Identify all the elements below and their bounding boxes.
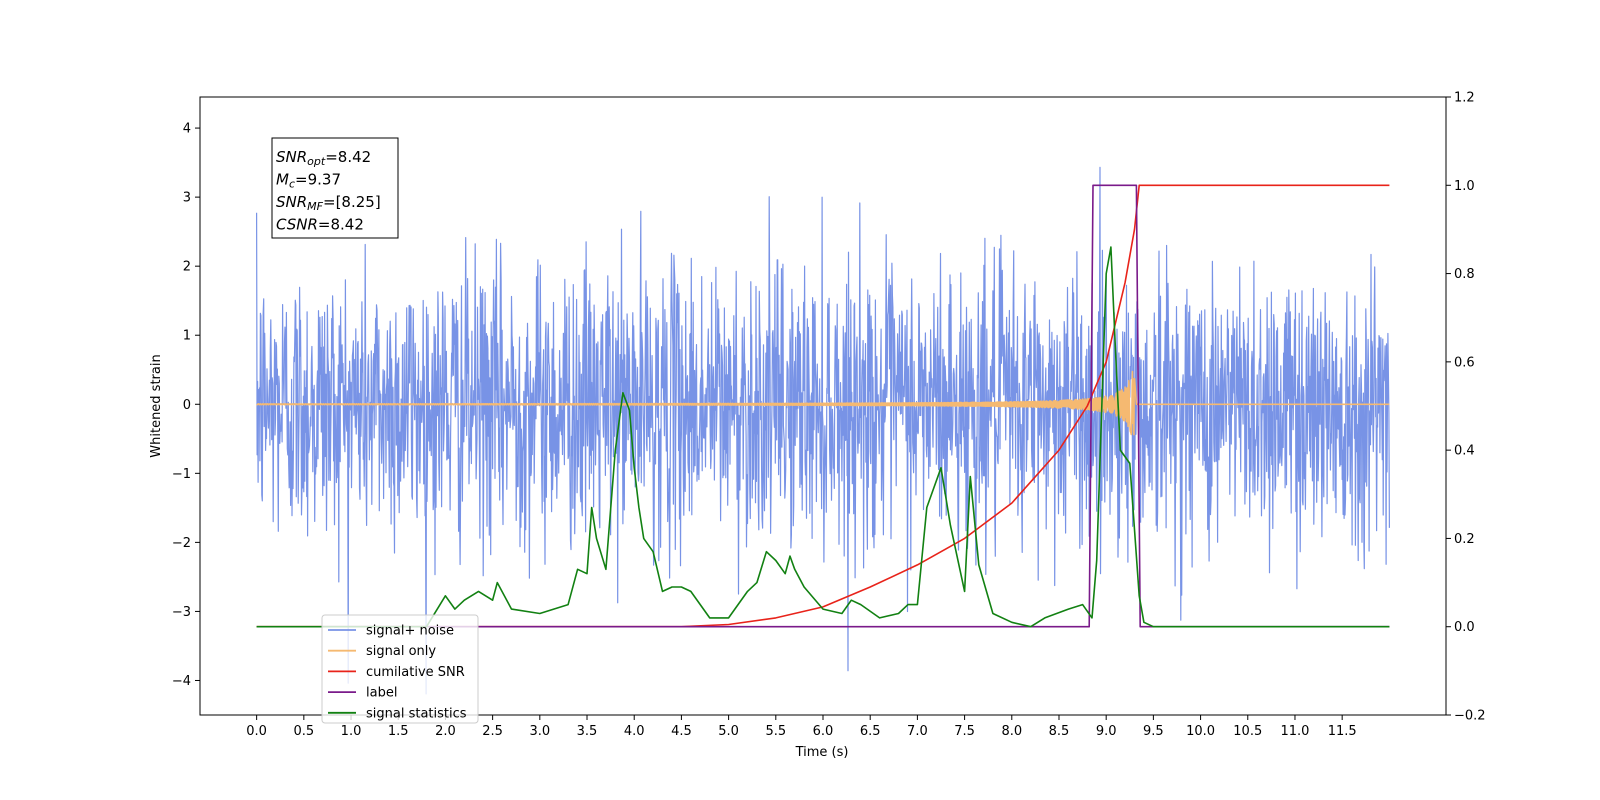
y-tick-label: 2 (183, 260, 191, 275)
y2-tick-label: 0.8 (1454, 267, 1475, 282)
legend-label: signal statistics (366, 706, 467, 721)
legend: signal+ noise signal only cumilative SNR la… (321, 614, 479, 724)
series-line-2 (256, 184, 1390, 628)
x-axis: 0.0 0.5 1.0 1.5 2.0 2.5 3.0 3.5 4.0 4.5 5.0 5.5 6.0 6… (246, 715, 1357, 739)
series-layer (256, 166, 1391, 695)
legend-label: signal only (366, 644, 436, 659)
x-tick-label: 6.5 (860, 724, 881, 739)
y-tick-label: 4 (183, 122, 191, 137)
y-tick-label: −1 (172, 467, 191, 482)
y2-tick-label: −0.2 (1454, 709, 1486, 724)
y-tick-label: −4 (172, 674, 191, 689)
x-tick-label: 9.0 (1096, 724, 1117, 739)
y2-tick-label: 1.2 (1454, 91, 1475, 106)
y2-tick-label: 1.0 (1454, 179, 1475, 194)
stats-box-frame (271, 137, 399, 239)
x-tick-label: 1.0 (341, 724, 362, 739)
series-line-0 (256, 166, 1391, 695)
x-tick-label: 3.0 (529, 724, 550, 739)
legend-label: label (366, 686, 397, 701)
legend-label: cumilative SNR (366, 665, 465, 680)
x-tick-label: 7.0 (907, 724, 928, 739)
x-tick-label: 4.0 (624, 724, 645, 739)
series-line-1 (256, 370, 1390, 436)
x-tick-label: 10.0 (1186, 724, 1215, 739)
y-axis-label: Whitened strain (149, 354, 164, 457)
x-tick-label: 7.5 (954, 724, 975, 739)
x-tick-label: 10.5 (1233, 724, 1262, 739)
x-tick-label: 2.0 (435, 724, 456, 739)
stat-line: CSNR=8.42 (276, 216, 364, 234)
x-tick-label: 3.5 (577, 724, 598, 739)
y-tick-label: −2 (172, 536, 191, 551)
x-tick-label: 2.5 (482, 724, 503, 739)
y-axis-left: 4 3 2 1 0 −1 −2 −3 −4 (172, 122, 200, 689)
x-tick-label: 8.5 (1049, 724, 1070, 739)
y2-tick-label: 0.2 (1454, 532, 1475, 547)
y2-tick-label: 0.6 (1454, 355, 1475, 370)
y2-tick-label: 0.4 (1454, 444, 1475, 459)
stat-line: SNRopt=8.42 (276, 148, 371, 168)
x-tick-label: 8.0 (1001, 724, 1022, 739)
x-tick-label: 0.0 (246, 724, 267, 739)
y-tick-label: 3 (183, 191, 191, 206)
x-tick-label: 9.5 (1143, 724, 1164, 739)
x-tick-label: 1.5 (388, 724, 409, 739)
y-tick-label: 1 (183, 329, 191, 344)
x-tick-label: 4.5 (671, 724, 692, 739)
x-tick-label: 0.5 (293, 724, 314, 739)
series-line-4 (256, 246, 1390, 628)
y2-tick-label: 0.0 (1454, 620, 1475, 635)
x-axis-label: Time (s) (795, 745, 849, 760)
stat-line: Mc=9.37 (276, 171, 341, 191)
stat-line: SNRMF=[8.25] (276, 193, 381, 213)
y-axis-right: 1.2 1.0 0.8 0.6 0.4 0.2 0.0 −0.2 (1446, 91, 1486, 724)
y-tick-label: −3 (172, 605, 191, 620)
x-tick-label: 11.0 (1280, 724, 1309, 739)
y-tick-label: 0 (183, 398, 191, 413)
x-tick-label: 5.5 (765, 724, 786, 739)
legend-label: signal+ noise (366, 624, 454, 639)
x-tick-label: 11.5 (1328, 724, 1357, 739)
legend-frame (321, 614, 479, 724)
x-tick-label: 5.0 (718, 724, 739, 739)
x-tick-label: 6.0 (813, 724, 834, 739)
